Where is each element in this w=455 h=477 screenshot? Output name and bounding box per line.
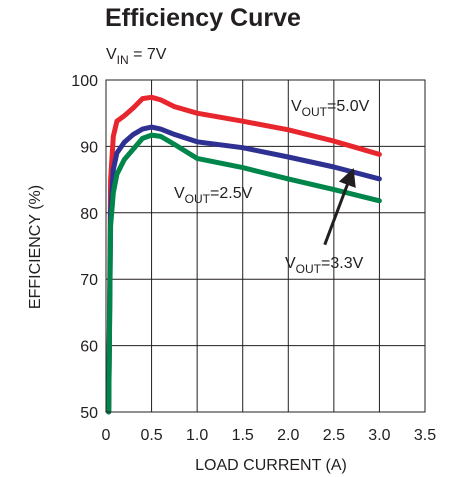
series-lines <box>106 94 382 415</box>
legend-label-vout-3-3v: VOUT=3.3V <box>285 255 364 276</box>
y-tick-label: 100 <box>71 73 98 90</box>
y-tick-label: 70 <box>80 272 98 289</box>
grid <box>106 80 425 412</box>
x-tick-label: 2.5 <box>323 427 345 444</box>
subtitle-symbol: V <box>106 46 117 63</box>
y-tick-label: 80 <box>80 206 98 223</box>
chart-subtitle: VIN = 7V <box>106 46 167 67</box>
x-tick-label: 2.0 <box>277 427 299 444</box>
x-tick-label: 3.5 <box>414 427 436 444</box>
annotation-arrow <box>323 167 356 246</box>
legend-label-vout-2-5v: VOUT=2.5V <box>174 185 253 206</box>
series-line-0 <box>106 94 382 415</box>
plot-frame <box>105 79 426 413</box>
x-tick-label: 0.5 <box>140 427 162 444</box>
subtitle-value: = 7V <box>129 46 167 63</box>
tick-labels: 0 0.5 1.0 1.5 2.0 2.5 3.0 3.5 50 60 70 80 90 100 <box>71 73 436 444</box>
x-tick-label: 1.5 <box>232 427 254 444</box>
x-tick-label: 1.0 <box>186 427 208 444</box>
y-tick-label: 90 <box>80 139 98 156</box>
x-axis-label: LOAD CURRENT (A) <box>195 457 347 474</box>
y-tick-label: 50 <box>80 405 98 422</box>
legend-label-vout-5v: VOUT=5.0V <box>291 98 370 119</box>
chart-title: Efficiency Curve <box>105 4 301 32</box>
series-line-1 <box>106 124 382 415</box>
y-tick-label: 60 <box>80 339 98 356</box>
x-tick-label: 3.0 <box>368 427 390 444</box>
y-axis-label: EFFICIENCY (%) <box>27 185 44 309</box>
series-line-2 <box>106 132 382 415</box>
x-tick-label: 0 <box>102 427 111 444</box>
subtitle-subscript: IN <box>117 53 129 67</box>
